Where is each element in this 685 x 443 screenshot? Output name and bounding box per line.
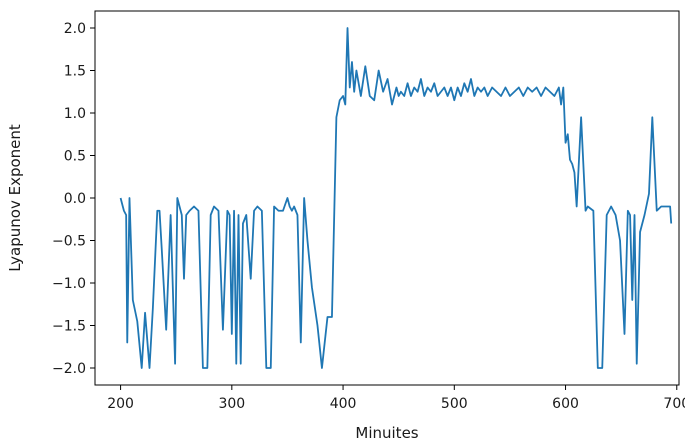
y-tick-label: −0.5: [52, 234, 86, 250]
y-tick-label: −1.5: [52, 319, 86, 335]
x-tick-label: 600: [552, 396, 579, 412]
y-tick-label: −1.0: [52, 276, 86, 292]
plot-series: [119, 27, 673, 369]
x-axis-ticks: 200 300 400 500 600 700: [107, 385, 685, 412]
plot-area-frame: [94, 10, 680, 386]
x-tick-label: 400: [330, 396, 357, 412]
series-line-0: [119, 27, 673, 369]
y-axis-label: Lyapunov Exponent: [6, 124, 24, 272]
y-tick-label: −2.0: [52, 361, 86, 377]
x-tick-label: 500: [441, 396, 468, 412]
x-axis-label: Minuites: [355, 424, 418, 442]
x-tick-label: 700: [663, 396, 685, 412]
x-tick-label: 300: [218, 396, 245, 412]
y-tick-label: 1.0: [64, 106, 86, 122]
y-tick-label: 0.5: [64, 149, 86, 165]
x-tick-label: 200: [107, 396, 134, 412]
y-tick-label: 2.0: [64, 21, 86, 37]
y-tick-label: 1.5: [64, 64, 86, 80]
y-axis-ticks: 2.0 1.5 1.0 0.5 0.0 −0.5 −1.0 −1.5 −2.0: [52, 21, 95, 377]
y-tick-label: 0.0: [64, 191, 86, 207]
